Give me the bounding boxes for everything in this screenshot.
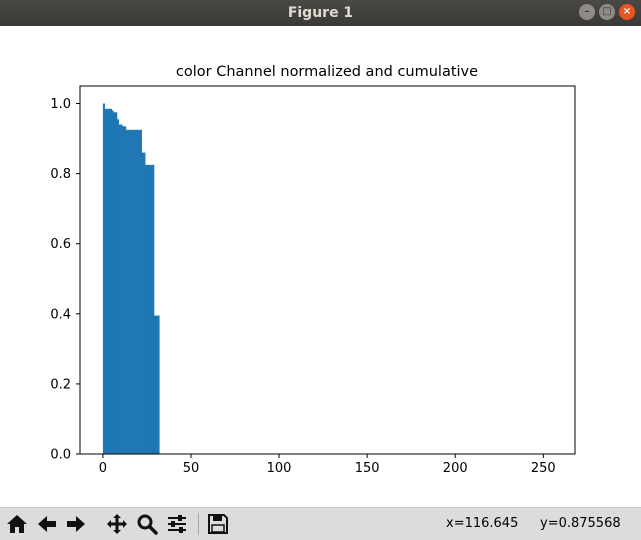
histogram-bar xyxy=(145,164,148,454)
histogram-bar xyxy=(127,129,130,455)
x-axis: 0 50 100 150 200 250 xyxy=(99,454,556,476)
close-button[interactable]: × xyxy=(619,4,635,20)
x-tick-label: 0 xyxy=(99,461,107,476)
pan-icon xyxy=(107,514,127,534)
y-tick-label: 0.6 xyxy=(50,237,71,252)
histogram-bar xyxy=(134,129,137,455)
window-title: Figure 1 xyxy=(287,5,354,21)
histogram-bar xyxy=(155,315,158,454)
histogram-bar xyxy=(157,315,160,454)
chart: color Channel normalized and cumulative … xyxy=(50,64,576,476)
histogram-bar xyxy=(109,108,113,455)
histogram-bar xyxy=(131,129,134,455)
y-tick-label: 0.0 xyxy=(50,448,71,463)
histogram-bar xyxy=(104,108,107,455)
cursor-x-readout: x=116.645 xyxy=(446,516,519,531)
histogram-bar xyxy=(106,108,109,455)
y-tick-label: 0.4 xyxy=(50,307,71,322)
cursor-y-readout: y=0.875568 xyxy=(540,516,621,531)
minimize-button[interactable]: – xyxy=(579,4,595,20)
histogram-bar xyxy=(138,129,141,455)
histogram-bar xyxy=(116,119,120,455)
histogram-bar xyxy=(125,129,128,455)
back-arrow-icon xyxy=(38,516,56,532)
home-icon xyxy=(7,515,27,533)
forward-button[interactable] xyxy=(63,511,89,537)
histogram-bar xyxy=(108,108,111,455)
home-button[interactable] xyxy=(4,511,30,537)
histogram-bar xyxy=(146,164,150,454)
chart-title: color Channel normalized and cumulative xyxy=(176,64,478,80)
histogram-bar xyxy=(102,103,105,455)
figure-canvas[interactable]: color Channel normalized and cumulative … xyxy=(0,26,641,507)
histogram-bar xyxy=(124,126,127,455)
y-tick-label: 0.8 xyxy=(50,167,71,182)
histogram-bar xyxy=(129,129,132,455)
histogram-bar xyxy=(118,124,121,455)
zoom-button[interactable] xyxy=(134,511,160,537)
histogram-bar xyxy=(150,164,153,454)
toolbar-separator xyxy=(198,513,199,535)
x-tick-label: 150 xyxy=(355,461,380,476)
bars-group xyxy=(102,103,160,455)
histogram-bar xyxy=(115,112,118,455)
histogram-bar xyxy=(153,315,157,454)
pan-button[interactable] xyxy=(104,511,130,537)
zoom-icon xyxy=(137,514,158,535)
histogram-bar xyxy=(139,129,142,455)
y-tick-label: 0.2 xyxy=(50,377,71,392)
histogram-bar xyxy=(152,164,155,454)
x-tick-label: 50 xyxy=(183,461,200,476)
configure-subplots-button[interactable] xyxy=(164,511,190,537)
histogram-bar xyxy=(120,124,123,455)
histogram-bar xyxy=(113,112,116,455)
configure-subplots-icon xyxy=(168,515,186,533)
histogram-bar xyxy=(143,152,146,454)
histogram-bar xyxy=(141,152,144,454)
back-button[interactable] xyxy=(34,511,60,537)
save-icon xyxy=(208,514,228,534)
histogram-bar xyxy=(122,126,125,455)
histogram-bar xyxy=(136,129,139,455)
x-tick-label: 250 xyxy=(531,461,556,476)
y-tick-label: 1.0 xyxy=(50,97,71,112)
histogram-bar xyxy=(148,164,151,454)
x-tick-label: 200 xyxy=(443,461,468,476)
y-axis: 0.0 0.2 0.4 0.6 0.8 1.0 xyxy=(50,97,80,463)
forward-arrow-icon xyxy=(67,516,85,532)
histogram-bar xyxy=(111,110,114,455)
x-tick-label: 100 xyxy=(267,461,292,476)
plot-frame xyxy=(79,85,576,455)
save-button[interactable] xyxy=(205,511,231,537)
maximize-button[interactable]: □ xyxy=(599,4,615,20)
window-controls: – □ × xyxy=(579,4,635,20)
window-titlebar: Figure 1 – □ × xyxy=(0,0,641,26)
navigation-toolbar: x=116.645 y=0.875568 xyxy=(0,507,641,540)
histogram-bar xyxy=(132,129,135,455)
